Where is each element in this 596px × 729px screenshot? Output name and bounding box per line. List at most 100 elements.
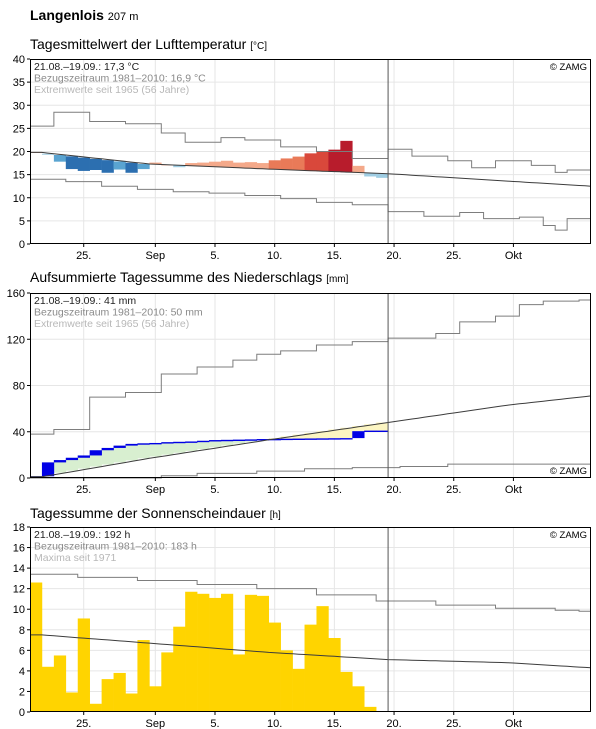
precipitation-plot-frame: [30, 293, 591, 478]
temperature-info-line: Bezugszeitraum 1981–2010: 16,9 °C: [34, 73, 206, 85]
sunshine-y-tick-label: 10: [13, 604, 25, 616]
sunshine-bar: [185, 591, 198, 712]
precipitation-anomaly-bar: [53, 460, 67, 473]
temperature-x-tick-label: 15.: [327, 250, 342, 262]
sunshine-bar: [364, 706, 377, 712]
sunshine-title-text: Tagessumme der Sonnenscheindauer: [30, 505, 266, 521]
temperature-anomaly-bar: [280, 158, 293, 170]
precipitation-unit: [mm]: [326, 274, 349, 285]
sunshine-bar: [340, 671, 353, 712]
precipitation-y-tick-label: 0: [19, 473, 25, 485]
temperature-title-text: Tagesmittelwert der Lufttemperatur: [30, 36, 247, 52]
sunshine-info-line: 21.08.–19.09.: 192 h: [34, 529, 130, 541]
sunshine-x-tick-label: 15.: [327, 718, 342, 729]
sunshine-bar: [53, 655, 67, 712]
precipitation-daily-step: [340, 438, 353, 440]
sunshine-bar: [41, 666, 55, 712]
sunshine-y-tick-label: 0: [19, 707, 25, 719]
precipitation-daily-step: [41, 462, 55, 477]
temperature-anomaly-bar: [149, 162, 162, 165]
temperature-info-line: Extremwerte seit 1965 (56 Jahre): [34, 84, 189, 96]
temperature-chart: 0 5 10 15 20 25 30 35 40 25. Sep 5. 10. 15. 20. 25. Okt 2…: [13, 54, 592, 262]
precipitation-anomaly-bar: [173, 441, 186, 453]
sunshine-bar: [292, 668, 305, 712]
precipitation-daily-step: [316, 438, 329, 440]
sunshine-bar: [125, 693, 138, 712]
sunshine-bar: [220, 593, 234, 712]
temperature-anomaly-bar: [376, 173, 389, 178]
sunshine-y-tick-label: 8: [19, 625, 25, 637]
temperature-anomaly-bar: [185, 163, 198, 167]
temperature-anomaly-bar: [304, 153, 317, 171]
precipitation-anomaly-bar: [340, 427, 353, 439]
station-elevation: 207 m: [107, 11, 139, 23]
sunshine-x-tick-label: Okt: [505, 718, 522, 729]
precipitation-daily-step: [161, 442, 174, 444]
precipitation-title-text: Aufsummierte Tagessumme des Niederschlag…: [30, 269, 323, 285]
temperature-anomaly-bar: [244, 162, 258, 169]
temperature-anomaly-bar: [197, 162, 210, 167]
sunshine-info-line: Bezugszeitraum 1981–2010: 183 h: [34, 541, 197, 553]
precipitation-anomaly-bar: [304, 432, 317, 439]
precipitation-anomaly-bar: [292, 434, 305, 439]
sunshine-bar: [101, 679, 114, 712]
precipitation-x-tick-label: 5.: [210, 484, 219, 496]
temperature-anomaly-bar: [41, 153, 55, 155]
sunshine-y-tick-label: 12: [13, 584, 25, 596]
precipitation-anomaly-bar: [316, 431, 329, 439]
sunshine-bar: [89, 703, 102, 712]
temperature-panel-title: Tagesmittelwert der Lufttemperatur [°C]: [30, 36, 267, 52]
sunshine-y-tick-label: 6: [19, 645, 25, 657]
precipitation-chart: 0 40 80 120 160 25. Sep 5. 10. 15. 20. 25. Okt 21.08.…: [7, 288, 592, 496]
temperature-anomaly-bar: [101, 160, 114, 173]
precipitation-info-line: Extremwerte seit 1965 (56 Jahre): [34, 318, 189, 330]
precipitation-anomaly-bar: [232, 439, 246, 444]
precipitation-anomaly-bar: [352, 425, 365, 432]
sunshine-normal-line: [30, 634, 592, 669]
temperature-anomaly-bar: [292, 156, 305, 171]
sunshine-bar: [209, 597, 222, 712]
precipitation-anomaly-bar: [137, 443, 150, 459]
precipitation-daily-step: [137, 443, 150, 445]
sunshine-bar: [328, 638, 341, 712]
precipitation-daily-step: [256, 439, 270, 441]
sunshine-x-tick-label: 25.: [76, 718, 91, 729]
precipitation-anomaly-bar: [125, 443, 138, 461]
sunshine-chart: 0 2 4 6 8 10 12 14 16 18 25. Sep 5. 10. 15. 20. 25. Okt 21…: [13, 522, 592, 729]
precipitation-daily-step: [244, 439, 258, 441]
precipitation-daily-step: [292, 438, 305, 440]
temperature-anomaly-bar: [220, 160, 234, 168]
temperature-info-line: 21.08.–19.09.: 17,3 °C: [34, 61, 140, 73]
precipitation-y-tick-label: 160: [7, 288, 25, 300]
precipitation-daily-step: [268, 438, 281, 441]
temperature-anomaly-bar: [137, 163, 150, 170]
precipitation-daily-step: [149, 442, 162, 445]
precipitation-x-tick-label: 15.: [327, 484, 342, 496]
temperature-anomaly-bar: [352, 165, 365, 173]
sunshine-x-tick-label: 10.: [267, 718, 282, 729]
temperature-y-tick-label: 20: [13, 147, 25, 159]
precipitation-anomaly-bar: [364, 424, 377, 431]
precipitation-daily-step: [280, 438, 293, 441]
precipitation-daily-step: [376, 430, 389, 432]
temperature-normal-line: [30, 151, 592, 187]
precipitation-info-line: Bezugszeitraum 1981–2010: 50 mm: [34, 307, 203, 319]
precipitation-daily-step: [77, 455, 90, 458]
sunshine-bar: [268, 622, 281, 712]
sunshine-y-tick-label: 4: [19, 666, 25, 678]
precipitation-y-tick-label: 80: [13, 381, 25, 393]
temperature-min-extreme-line: [30, 178, 591, 231]
sunshine-bar: [352, 686, 365, 712]
precipitation-daily-step: [232, 439, 246, 442]
temperature-x-tick-label: Sep: [146, 250, 166, 262]
precipitation-daily-step: [364, 430, 377, 432]
temperature-anomaly-bar: [209, 161, 222, 168]
precipitation-y-tick-label: 120: [7, 334, 25, 346]
precipitation-daily-step: [53, 460, 67, 463]
temperature-unit: [°C]: [250, 41, 267, 52]
temperature-anomaly-bar: [125, 162, 138, 173]
precipitation-anomaly-bar: [101, 447, 114, 465]
temperature-anomaly-bar: [364, 173, 377, 177]
precipitation-x-tick-label: 10.: [267, 484, 282, 496]
